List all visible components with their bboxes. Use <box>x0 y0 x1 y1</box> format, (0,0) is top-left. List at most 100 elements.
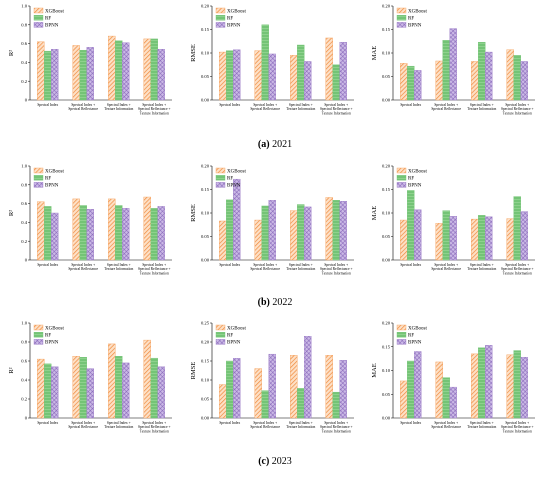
chart-b-r2-ytick-label: 1.0 <box>21 164 27 169</box>
chart-c-r2-category-label-2: Spectral Index + Texture Information <box>104 421 133 429</box>
chart-b-rmse-bar-xgboost-3 <box>325 197 333 261</box>
chart-c-rmse-legend-swatch-rf <box>215 332 226 338</box>
chart-c-mae-ylabel: MAE <box>371 363 378 377</box>
chart-c-rmse-bar-xgboost-1 <box>254 368 262 419</box>
chart-a-mae-bar-bpnn-0 <box>414 70 422 101</box>
chart-b-r2-ytick-label: 0.8 <box>21 182 27 187</box>
chart-c-mae-bar-xgboost-2 <box>471 353 479 419</box>
row-caption-a-label: (a) <box>257 139 270 150</box>
chart-b-mae-legend-label-xgboost: XGBoost <box>408 169 428 174</box>
chart-c-rmse-bar-bpnn-0 <box>233 358 241 419</box>
chart-b-rmse-ytick-label: 0.15 <box>201 187 210 192</box>
row-caption-a: (a) 2021 <box>0 139 550 150</box>
chart-a-rmse-bar-xgboost-3 <box>325 37 333 101</box>
chart-c-mae-legend-swatch-bpnn <box>396 339 407 345</box>
chart-b-mae-ytick-label: 0.05 <box>382 234 391 239</box>
chart-c-mae-bar-bpnn-2 <box>485 345 493 419</box>
chart-c-r2-bar-rf-1 <box>79 357 87 419</box>
chart-b-mae-legend-swatch-bpnn <box>396 182 407 188</box>
chart-a-rmse-legend-label-xgboost: XGBoost <box>227 9 247 14</box>
chart-c-rmse-legend-swatch-bpnn <box>215 339 226 345</box>
chart-b-mae-legend-label-bpnn: BPNN <box>408 184 422 189</box>
chart-a-r2-category-label-3: Spectral Index + Spectral Reflectance + Te… <box>138 103 171 115</box>
chart-a-r2-ytick-label: 0.4 <box>21 60 27 65</box>
chart-c-r2-bar-rf-0 <box>44 363 52 419</box>
chart-b-r2: 0 0.2 0.4 0.6 0.8 1.0 R² Spectral Index Spectral… <box>8 164 172 275</box>
chart-a-rmse-bar-rf-3 <box>332 64 340 101</box>
chart-b-mae-bar-rf-2 <box>478 215 486 261</box>
chart-c-rmse-ytick-label: 0.25 <box>201 321 210 326</box>
chart-b-rmse-bar-xgboost-1 <box>254 219 262 261</box>
chart-c-rmse: 0.00 0.05 0.10 0.15 0.20 0.25 RMSE Spectral Ind… <box>190 321 354 433</box>
chart-a-r2-legend-swatch-xgboost <box>33 7 44 14</box>
chart-b-r2-ytick-label: 0 <box>25 258 28 263</box>
chart-c-rmse-bar-xgboost-2 <box>290 355 298 419</box>
chart-a-r2-ytick-label: 0.8 <box>21 22 27 27</box>
row-caption-c: (c) 2023 <box>0 456 550 467</box>
chart-c-mae: 0.00 0.05 0.10 0.15 0.20 MAE Spectral Index Spe… <box>371 321 535 433</box>
chart-c-mae-legend-swatch-xgboost <box>396 324 407 331</box>
chart-b-rmse-bar-rf-3 <box>332 200 340 261</box>
chart-b-rmse: 0.00 0.05 0.10 0.15 0.20 RMSE Spectral Index Sp… <box>190 164 354 275</box>
chart-b-rmse-legend-label-bpnn: BPNN <box>227 184 241 189</box>
chart-b-rmse-bar-rf-2 <box>297 204 305 261</box>
chart-c-mae-category-label-3: Spectral Index + Spectral Reflectance + Te… <box>501 421 534 433</box>
chart-a-mae-bar-bpnn-1 <box>449 28 457 101</box>
chart-c-r2-legend-label-bpnn: BPNN <box>45 341 59 346</box>
chart-a-r2-ylabel: R² <box>8 50 15 56</box>
chart-c-mae-bar-bpnn-0 <box>414 351 422 419</box>
chart-c-mae-ytick-label: 0.05 <box>382 392 391 397</box>
chart-b-r2-bar-bpnn-0 <box>51 212 59 261</box>
chart-a-rmse-bar-xgboost-1 <box>254 50 262 101</box>
chart-c-r2-ytick-label: 0 <box>25 416 28 421</box>
chart-c-r2-legend-label-rf: RF <box>45 334 51 339</box>
chart-b-rmse-bar-rf-0 <box>226 199 234 261</box>
chart-b-rmse-category-label-3: Spectral Index + Spectral Reflectance + Te… <box>320 263 353 275</box>
chart-b-rmse-category-label-1: Spectral Index + Spectral Reflectance <box>250 263 280 271</box>
chart-c-rmse-ylabel: RMSE <box>190 362 197 380</box>
chart-a-r2-category-label-2: Spectral Index + Texture Information <box>104 103 133 111</box>
chart-b-r2-bar-bpnn-2 <box>122 208 130 261</box>
chart-b-mae-bar-bpnn-2 <box>485 216 493 261</box>
chart-c-rmse-bar-xgboost-0 <box>219 384 227 419</box>
chart-a-rmse-category-label-2: Spectral Index + Texture Information <box>286 103 315 111</box>
chart-c-mae-bar-xgboost-0 <box>400 380 408 419</box>
chart-c-mae-ytick-label: 0.00 <box>382 416 391 421</box>
chart-c-mae-bar-bpnn-3 <box>520 357 528 419</box>
chart-a-rmse-bar-rf-2 <box>297 44 305 101</box>
chart-b-mae-bar-xgboost-1 <box>435 223 443 261</box>
chart-c-r2-category-label-1: Spectral Index + Spectral Reflectance <box>68 421 98 429</box>
chart-c-r2-bar-xgboost-0 <box>37 358 45 419</box>
chart-b-rmse-bar-bpnn-1 <box>268 200 276 261</box>
chart-c-r2-ytick-label: 0.4 <box>21 378 27 383</box>
chart-a-r2-ytick-label: 0.6 <box>21 41 27 46</box>
chart-c-mae-bar-rf-2 <box>478 347 486 419</box>
chart-c-r2-bar-rf-3 <box>150 357 158 419</box>
chart-c-rmse-legend-label-rf: RF <box>227 334 233 339</box>
chart-a-r2-ytick-label: 0.2 <box>21 79 27 84</box>
chart-c-rmse-legend-label-xgboost: XGBoost <box>227 326 247 331</box>
chart-c-rmse-category-label-2: Spectral Index + Texture Information <box>286 421 315 429</box>
chart-c-mae-legend-label-bpnn: BPNN <box>408 341 422 346</box>
chart-a-rmse-legend-label-bpnn: BPNN <box>227 24 241 29</box>
chart-b-mae-bar-rf-3 <box>513 196 521 261</box>
chart-a-r2-bar-bpnn-3 <box>157 49 165 101</box>
chart-a-r2-bar-xgboost-0 <box>37 41 45 101</box>
chart-c-r2-legend-swatch-rf <box>33 332 44 338</box>
chart-b-rmse-category-label-0: Spectral Index <box>219 263 240 267</box>
chart-a-mae-category-label-3: Spectral Index + Spectral Reflectance + Te… <box>501 103 534 115</box>
chart-c-r2-bar-bpnn-0 <box>51 366 59 419</box>
chart-c-rmse-bar-xgboost-3 <box>325 355 333 419</box>
chart-b-r2-category-label-2: Spectral Index + Texture Information <box>104 263 133 271</box>
chart-a-rmse-ylabel: RMSE <box>190 44 197 62</box>
chart-b-r2-bar-bpnn-3 <box>157 206 165 261</box>
chart-c-rmse-ytick-label: 0.15 <box>201 359 210 364</box>
chart-c-r2-bar-bpnn-1 <box>86 368 94 419</box>
chart-b-mae-bar-bpnn-0 <box>414 209 422 261</box>
chart-a-r2-bar-rf-1 <box>79 49 87 101</box>
chart-a-rmse-legend-label-rf: RF <box>227 17 233 22</box>
chart-a-mae-bar-rf-3 <box>513 55 521 101</box>
chart-b-r2-category-label-1: Spectral Index + Spectral Reflectance <box>68 263 98 271</box>
